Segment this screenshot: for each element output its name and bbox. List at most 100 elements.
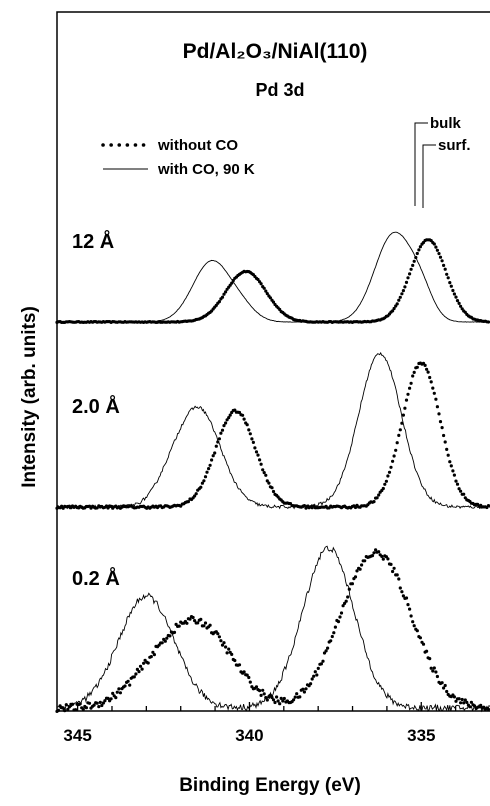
data-point [208, 463, 212, 467]
data-point [381, 557, 385, 561]
data-point [400, 292, 404, 296]
data-point [247, 428, 251, 432]
data-point [397, 433, 401, 437]
data-point [437, 412, 441, 416]
data-point [442, 263, 446, 267]
data-point [248, 432, 252, 436]
data-point [409, 614, 413, 618]
data-point [336, 620, 341, 624]
data-point [465, 700, 469, 705]
data-point [205, 470, 209, 474]
series-without-co-panel-0-2-- [55, 548, 490, 714]
data-point [140, 667, 144, 671]
data-point [339, 611, 344, 615]
data-point [363, 559, 367, 563]
data-point [137, 670, 141, 674]
data-point [350, 582, 354, 586]
data-point [386, 474, 390, 478]
data-point [149, 655, 153, 659]
plot-frame [56, 11, 490, 712]
data-point [168, 634, 172, 638]
data-point [295, 692, 299, 696]
data-point [398, 586, 402, 590]
data-point [251, 440, 255, 444]
data-point [440, 681, 444, 685]
data-point [479, 703, 483, 707]
data-point [449, 284, 453, 288]
data-point [452, 695, 456, 699]
data-point [391, 309, 395, 313]
data-point [353, 575, 358, 579]
data-point [301, 687, 305, 691]
data-point [152, 653, 156, 657]
data-point [270, 486, 274, 490]
data-point [434, 245, 438, 249]
y-axis-label: Intensity (arb. units) [19, 306, 40, 488]
data-point [199, 485, 203, 489]
x-axis-label: Binding Energy (eV) [179, 775, 361, 796]
data-point [258, 458, 262, 462]
data-point [208, 623, 212, 627]
data-point [259, 693, 263, 698]
data-point [418, 636, 422, 640]
data-point [95, 701, 99, 705]
data-point [463, 698, 467, 702]
bulk-leader-line [414, 122, 428, 206]
data-point [432, 391, 436, 395]
data-point [383, 482, 387, 486]
data-point [259, 282, 263, 286]
data-point [217, 635, 221, 639]
data-point [395, 573, 399, 577]
data-point [329, 639, 333, 643]
data-point [377, 493, 381, 497]
data-point [395, 441, 399, 445]
data-point [275, 695, 279, 699]
data-point [241, 413, 245, 417]
data-point [374, 548, 378, 552]
data-point [344, 599, 348, 603]
data-point [452, 292, 456, 296]
data-point [278, 702, 282, 706]
data-point [115, 690, 119, 694]
data-point [442, 686, 446, 690]
peak-annotations: bulk surf. [414, 115, 471, 208]
data-point [397, 577, 401, 581]
data-point [452, 473, 456, 477]
data-point [134, 672, 138, 676]
data-point [114, 696, 118, 700]
data-point [417, 248, 421, 252]
data-point [261, 688, 265, 692]
data-point [256, 277, 260, 282]
data-point [177, 624, 181, 628]
data-point [264, 289, 268, 293]
data-point [392, 566, 396, 570]
data-point [222, 641, 226, 645]
data-point [92, 703, 96, 707]
data-point [324, 649, 328, 653]
data-point [454, 699, 458, 703]
legend: without CO with CO, 90 K [101, 137, 255, 178]
data-point [404, 398, 409, 402]
data-point [398, 295, 402, 299]
data-point [423, 363, 427, 367]
data-point [309, 682, 313, 686]
panel-label-12: 12 Å [72, 229, 114, 253]
data-point [408, 272, 412, 276]
data-point [449, 464, 453, 468]
data-point [219, 431, 223, 435]
data-point [265, 292, 269, 296]
data-point [403, 406, 407, 410]
legend-label-with-co: with CO, 90 K [157, 161, 255, 178]
data-point [326, 646, 330, 650]
data-point [224, 290, 228, 294]
data-point [293, 695, 297, 699]
annotation-surf: surf. [438, 137, 471, 154]
data-point [415, 365, 419, 369]
series-without-co-panel-12-- [55, 238, 490, 324]
data-point [440, 426, 444, 430]
data-point [442, 433, 446, 438]
data-point [330, 634, 334, 639]
data-point [411, 374, 415, 378]
data-point [186, 500, 190, 504]
